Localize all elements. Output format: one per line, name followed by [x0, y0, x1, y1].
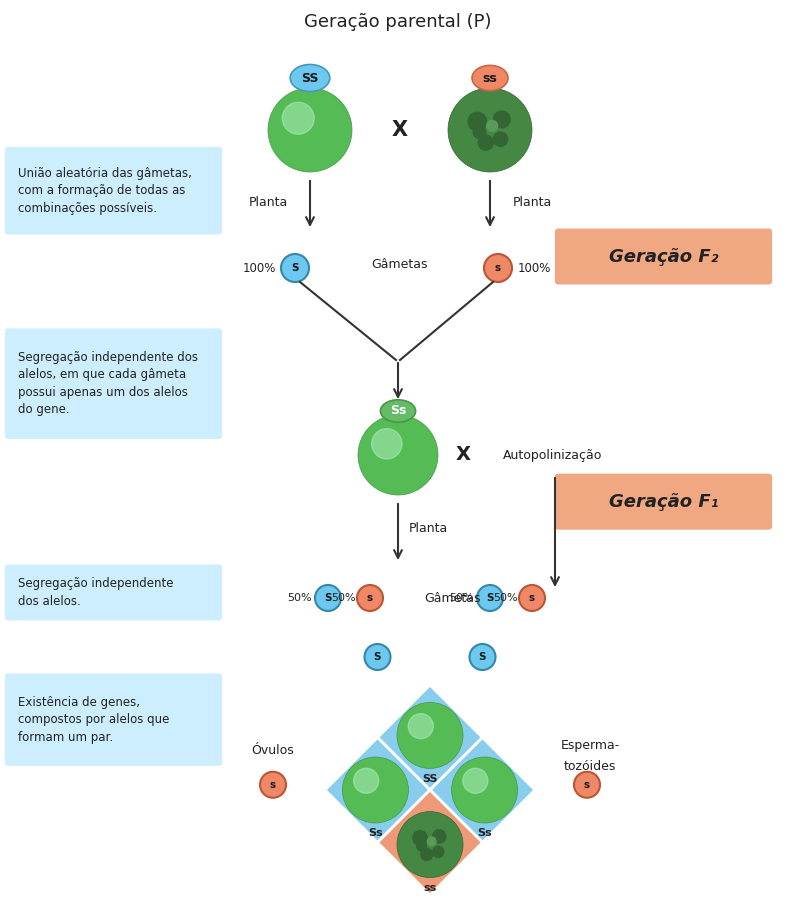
Text: Geração F₂: Geração F₂	[609, 248, 718, 265]
Polygon shape	[378, 685, 482, 790]
FancyBboxPatch shape	[5, 565, 222, 620]
Text: Gâmetas: Gâmetas	[371, 258, 428, 271]
Text: S: S	[324, 593, 332, 603]
Text: tozóides: tozóides	[563, 760, 616, 774]
Text: Ss: Ss	[477, 828, 492, 838]
Text: s: s	[584, 780, 590, 790]
Circle shape	[371, 429, 402, 459]
Text: 50%: 50%	[450, 593, 474, 603]
Circle shape	[452, 757, 517, 823]
Circle shape	[574, 772, 600, 798]
Circle shape	[448, 88, 532, 172]
Text: X: X	[456, 446, 470, 465]
Ellipse shape	[472, 65, 508, 91]
Circle shape	[268, 88, 352, 172]
Ellipse shape	[290, 64, 330, 92]
Text: 50%: 50%	[493, 593, 518, 603]
Text: ss: ss	[423, 883, 437, 893]
Circle shape	[493, 132, 508, 146]
Text: Geração parental (P): Geração parental (P)	[304, 13, 492, 31]
Text: Planta: Planta	[408, 521, 448, 535]
Text: 100%: 100%	[242, 262, 276, 274]
Circle shape	[354, 768, 379, 794]
Circle shape	[260, 772, 286, 798]
Circle shape	[469, 644, 496, 670]
Circle shape	[417, 842, 426, 851]
Text: s: s	[529, 593, 535, 603]
Circle shape	[473, 126, 486, 138]
Text: S: S	[479, 652, 486, 662]
Circle shape	[519, 585, 545, 611]
Text: 100%: 100%	[517, 262, 551, 274]
Circle shape	[433, 846, 444, 857]
Text: Esperma-: Esperma-	[560, 739, 619, 753]
Text: Existência de genes,
compostos por alelos que
formam um par.: Existência de genes, compostos por alelo…	[18, 696, 169, 744]
Polygon shape	[325, 737, 430, 843]
Circle shape	[427, 837, 436, 845]
Circle shape	[433, 830, 446, 843]
Circle shape	[463, 768, 488, 794]
Circle shape	[281, 254, 309, 282]
Text: Segregação independente dos
alelos, em que cada gâmeta
possui apenas um dos alel: Segregação independente dos alelos, em q…	[18, 350, 198, 417]
Circle shape	[397, 703, 463, 768]
Text: S: S	[486, 593, 494, 603]
Circle shape	[343, 757, 408, 823]
Text: SS: SS	[422, 775, 438, 785]
FancyBboxPatch shape	[5, 329, 222, 439]
Text: SS: SS	[301, 72, 319, 84]
Text: Ss: Ss	[390, 404, 406, 418]
Text: Planta: Planta	[249, 195, 288, 209]
Text: s: s	[495, 263, 501, 273]
Text: 50%: 50%	[332, 593, 356, 603]
Text: 50%: 50%	[288, 593, 312, 603]
Text: Planta: Planta	[512, 195, 552, 209]
Circle shape	[408, 714, 434, 739]
Text: Geração F₁: Geração F₁	[609, 493, 718, 510]
Text: s: s	[270, 780, 276, 790]
Circle shape	[282, 103, 314, 134]
Circle shape	[478, 135, 493, 150]
Circle shape	[358, 415, 438, 495]
Ellipse shape	[380, 400, 415, 422]
Text: Ss: Ss	[368, 828, 383, 838]
Circle shape	[468, 113, 487, 131]
FancyBboxPatch shape	[555, 474, 772, 529]
Text: Óvulos: Óvulos	[252, 744, 294, 756]
Text: ss: ss	[483, 72, 497, 84]
Circle shape	[493, 111, 510, 128]
Circle shape	[315, 585, 341, 611]
FancyBboxPatch shape	[5, 147, 222, 234]
FancyBboxPatch shape	[555, 229, 772, 284]
Circle shape	[413, 831, 427, 845]
Text: Gâmetas: Gâmetas	[425, 591, 481, 605]
Text: União aleatória das gâmetas,
com a formação de todas as
combinações possíveis.: União aleatória das gâmetas, com a forma…	[18, 167, 192, 214]
Text: s: s	[367, 593, 373, 603]
Circle shape	[421, 849, 433, 861]
Text: Autopolinização: Autopolinização	[504, 449, 603, 461]
Circle shape	[487, 121, 497, 132]
Text: X: X	[392, 120, 408, 140]
Circle shape	[397, 812, 463, 878]
Text: S: S	[374, 652, 381, 662]
Text: Segregação independente
dos alelos.: Segregação independente dos alelos.	[18, 577, 174, 607]
Polygon shape	[430, 737, 535, 843]
Circle shape	[357, 585, 383, 611]
FancyBboxPatch shape	[5, 674, 222, 765]
Polygon shape	[378, 790, 482, 895]
Circle shape	[484, 254, 512, 282]
Circle shape	[477, 585, 503, 611]
Text: S: S	[291, 263, 299, 273]
Circle shape	[364, 644, 391, 670]
